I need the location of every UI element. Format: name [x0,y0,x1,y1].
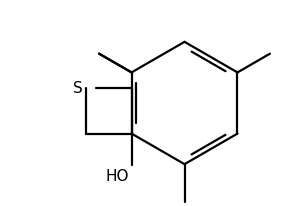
Text: HO: HO [106,170,130,185]
Text: S: S [74,81,83,96]
